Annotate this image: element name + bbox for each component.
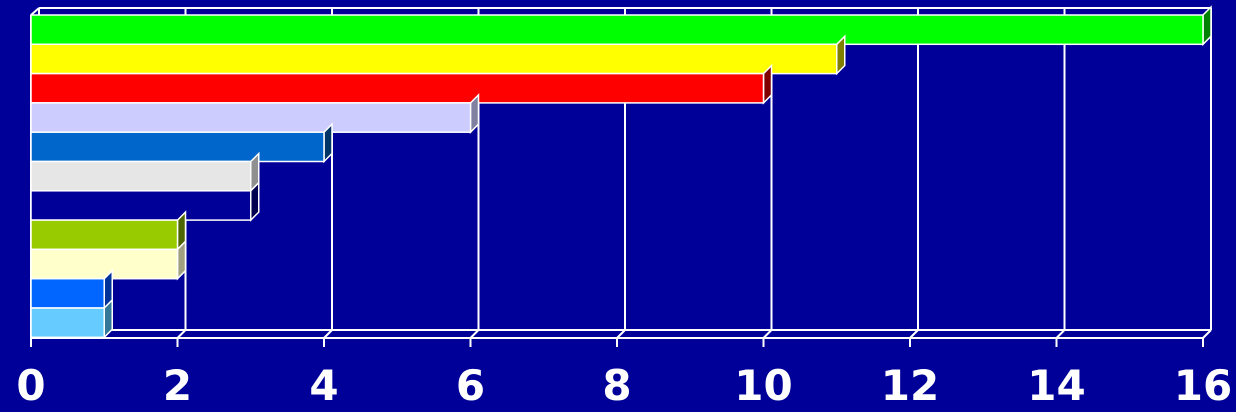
x-tick-label-6: 6: [456, 361, 485, 410]
bar-1: [30, 5, 1212, 47]
x-tick-label-10: 10: [734, 361, 792, 410]
chart-bars: [30, 5, 1212, 340]
bar-10: [30, 268, 113, 310]
bar-3: [30, 63, 773, 105]
x-axis: [30, 337, 1204, 347]
floor-line-8: [616, 329, 626, 339]
x-tick-label-2: 2: [163, 361, 192, 410]
bar-9: [30, 239, 187, 281]
grid-corner-edge: [30, 7, 40, 16]
bar-5: [30, 122, 333, 164]
bar-1-front: [30, 14, 1204, 46]
x-tick-label-0: 0: [16, 361, 45, 410]
bar-6: [30, 151, 260, 193]
bar-4-front: [30, 102, 472, 133]
x-tick-label-4: 4: [309, 361, 338, 410]
floor-line-4: [323, 329, 333, 339]
bar-4: [30, 93, 480, 135]
x-tick-label-14: 14: [1027, 361, 1085, 410]
floor-line-12: [909, 329, 919, 339]
floor-line-14: [1055, 329, 1066, 339]
bar-3-front: [30, 72, 765, 104]
x-tick-label-8: 8: [602, 361, 631, 410]
bar-9-front: [30, 248, 179, 280]
floor-line-16: [1202, 329, 1212, 339]
x-tick-label-16: 16: [1174, 361, 1232, 410]
bar-7: [30, 180, 260, 222]
floor-line-2: [176, 329, 187, 339]
bar-8-front: [30, 219, 179, 251]
bar-6-front: [30, 160, 252, 192]
x-tick-label-12: 12: [881, 361, 939, 410]
bar-11-front: [30, 307, 105, 339]
x-axis-tick-labels: 0 2 4 6 8 10 12 14 16: [16, 361, 1232, 410]
bar-2-front: [30, 43, 838, 75]
bar-10-front: [30, 277, 105, 309]
floor-line-6: [469, 329, 480, 339]
bar-7-front: [30, 190, 252, 221]
bar-1-side: [1202, 5, 1212, 47]
bar-5-front: [30, 131, 325, 163]
floor-line-10: [762, 329, 773, 339]
bar-8: [30, 210, 187, 252]
